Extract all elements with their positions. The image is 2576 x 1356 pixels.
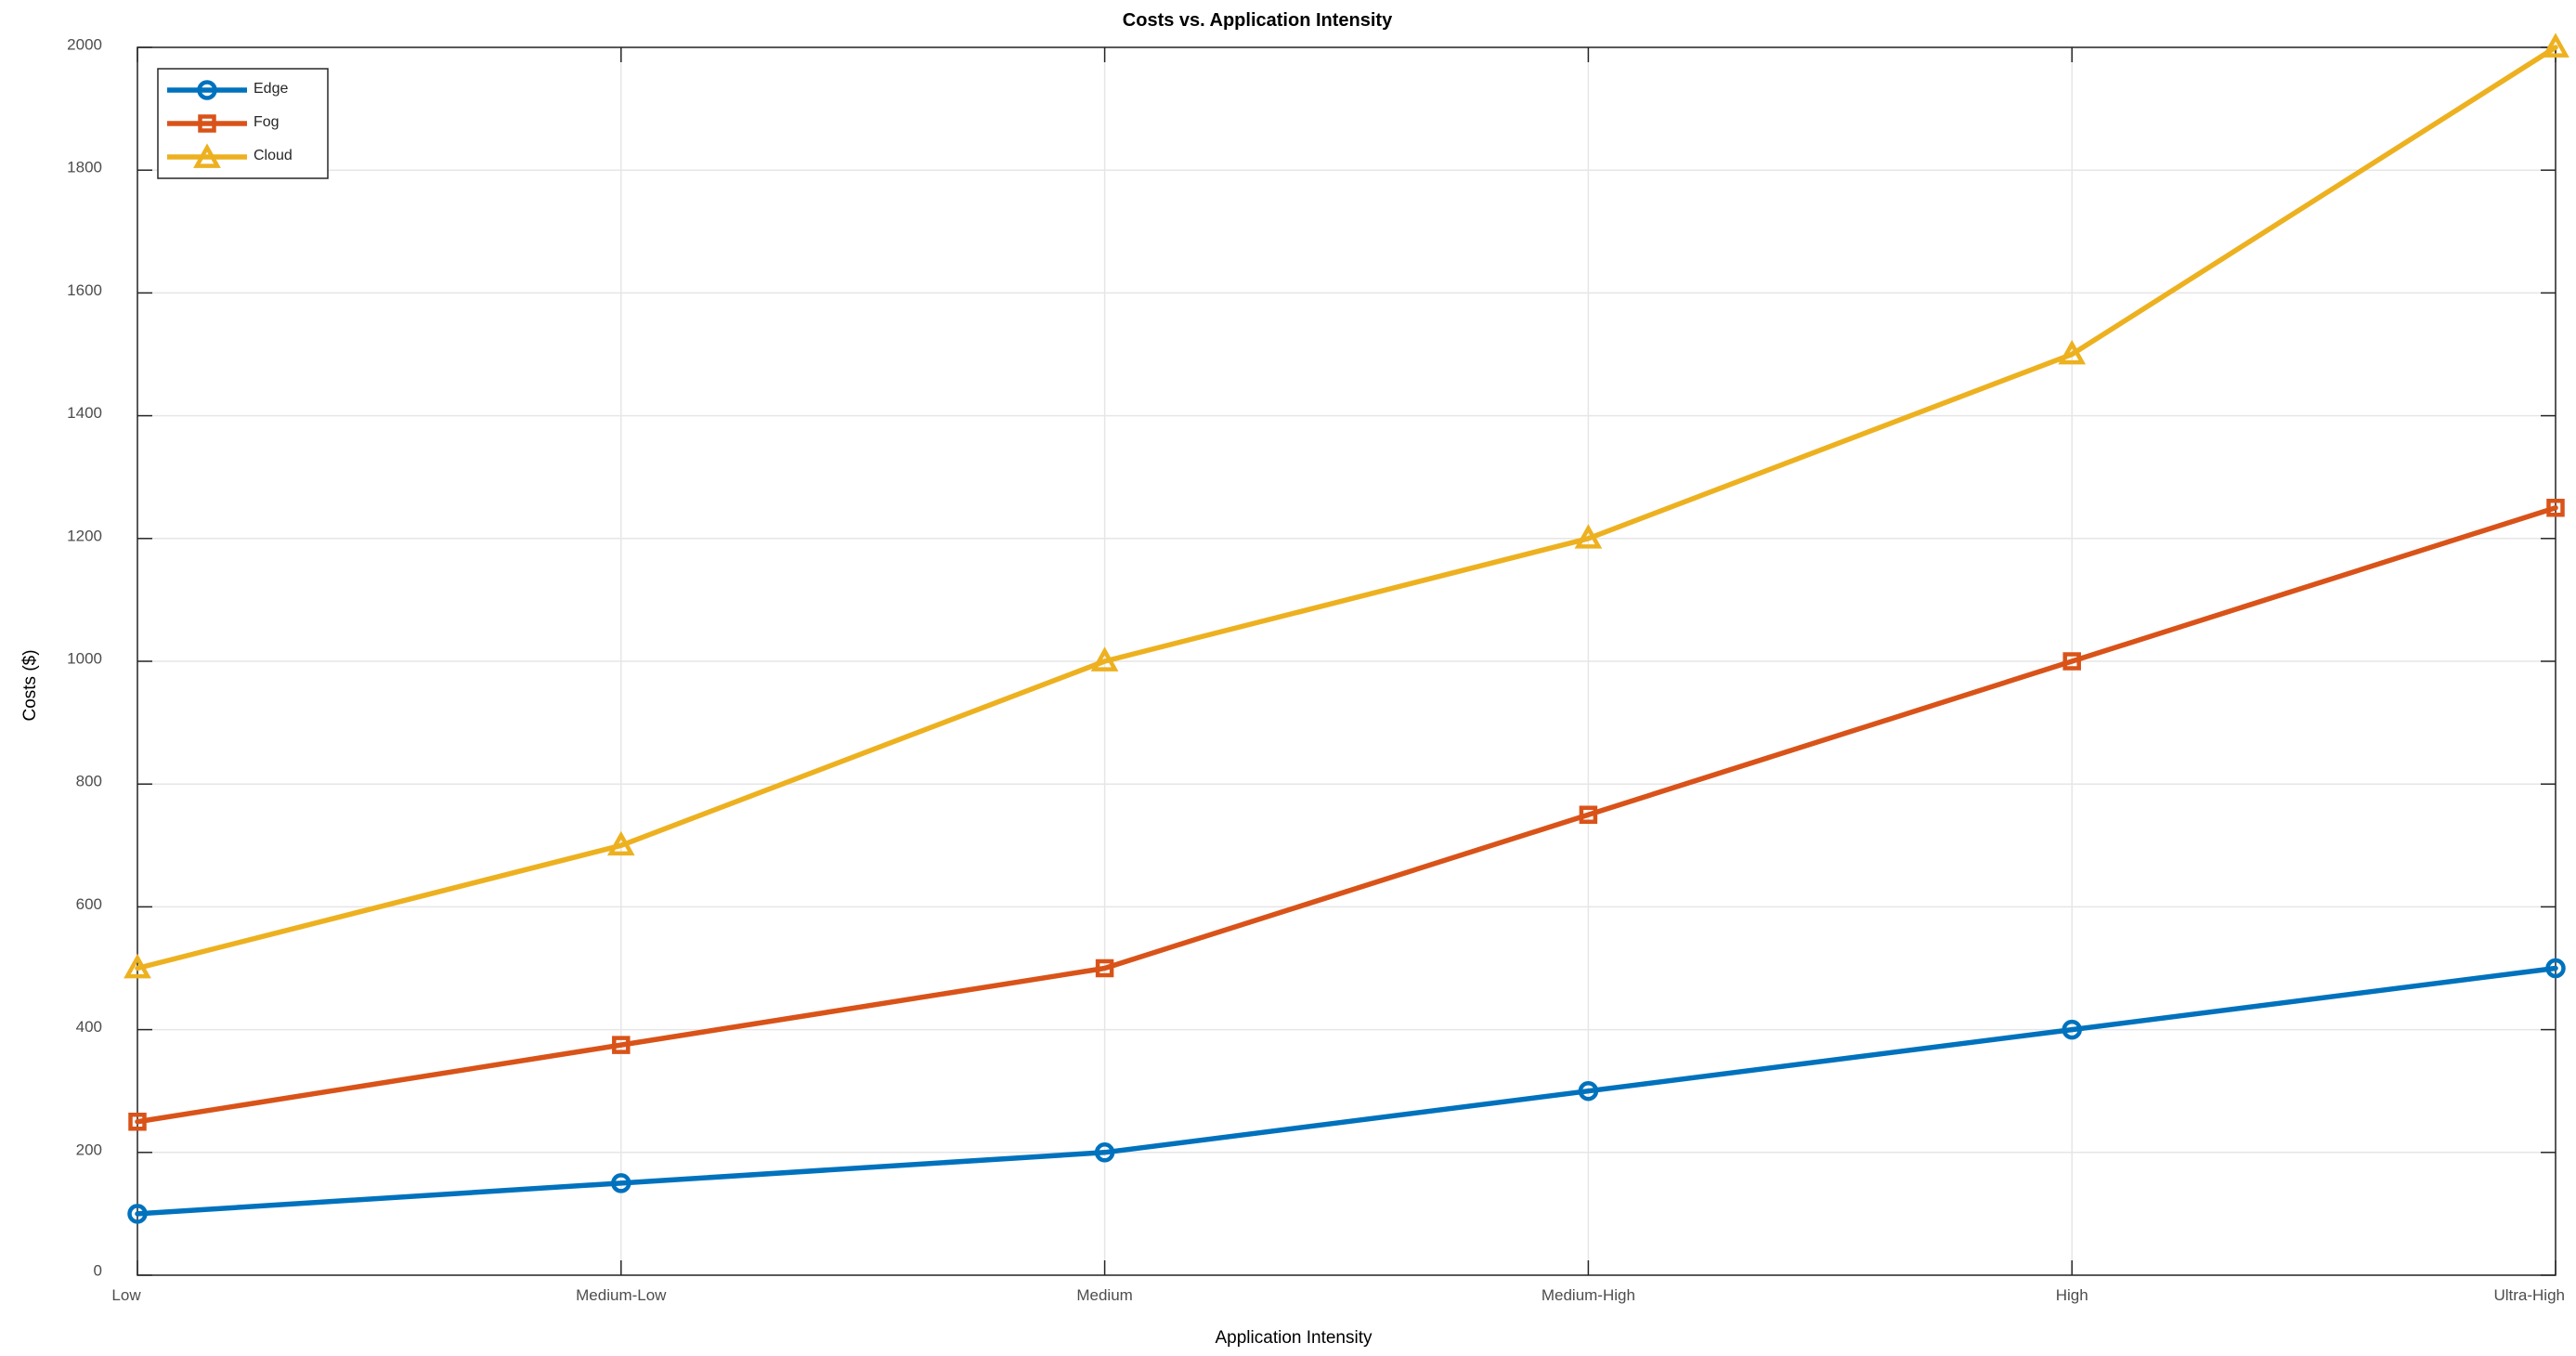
series-edge xyxy=(127,958,2566,1224)
data-point-cloud xyxy=(1090,646,1119,671)
x-axis-title: Application Intensity xyxy=(1216,1328,1373,1348)
legend-label-edge: Edge xyxy=(254,81,288,97)
data-point-cloud xyxy=(124,953,151,979)
data-point-cloud xyxy=(1574,524,1603,549)
legend-marker-edge xyxy=(197,80,217,100)
legend-label-fog: Fog xyxy=(254,114,280,130)
x-tick-label: Medium-Low xyxy=(576,1286,667,1304)
series-line-cloud xyxy=(135,45,2558,971)
axis-ticks: 0 200 400 600 800 1000 1200 1400 1600 1800 2000 Low… xyxy=(67,35,2565,1304)
data-point-fog xyxy=(128,1113,147,1131)
y-tick-label: 1800 xyxy=(67,159,102,176)
series-line-edge xyxy=(135,965,2558,1217)
series-fog xyxy=(128,499,2565,1131)
data-point-edge xyxy=(127,1204,148,1224)
x-tick-label: Medium xyxy=(1076,1286,1132,1304)
legend-marker-cloud xyxy=(193,143,221,168)
x-tick-label: High xyxy=(2056,1286,2088,1304)
y-tick-label: 0 xyxy=(94,1261,102,1279)
data-point-fog xyxy=(1095,958,1114,978)
data-point-cloud xyxy=(2542,33,2569,58)
data-point-fog xyxy=(2546,499,2565,517)
y-tick-label: 600 xyxy=(76,895,102,913)
data-point-fog xyxy=(612,1036,631,1054)
y-tick-label: 800 xyxy=(76,773,102,790)
legend-label-cloud: Cloud xyxy=(254,148,293,163)
series-line-fog xyxy=(135,505,2558,1125)
chart-title: Costs vs. Application Intensity xyxy=(1123,10,1393,31)
y-tick-label: 2000 xyxy=(67,35,102,53)
data-point-fog xyxy=(2062,652,2081,671)
y-tick-label: 200 xyxy=(76,1141,102,1158)
data-point-cloud xyxy=(606,830,635,856)
series-lines xyxy=(124,33,2569,1224)
y-axis-title: Costs ($) xyxy=(20,649,40,721)
data-point-edge xyxy=(1578,1080,1599,1102)
grid xyxy=(137,46,2556,1276)
y-tick-label: 1000 xyxy=(67,649,102,667)
data-point-edge xyxy=(611,1173,631,1193)
data-point-fog xyxy=(1579,805,1598,824)
data-point-edge xyxy=(2545,958,2566,979)
legend: Edge Fog Cloud xyxy=(157,68,329,179)
data-point-edge xyxy=(2062,1019,2082,1040)
x-tick-label: Ultra-High xyxy=(2493,1286,2565,1304)
legend-marker-fog xyxy=(198,114,216,133)
y-tick-label: 1600 xyxy=(67,281,102,299)
x-tick-label: Medium-High xyxy=(1542,1286,1635,1304)
y-tick-label: 1200 xyxy=(67,527,102,544)
data-point-edge xyxy=(1094,1142,1115,1163)
series-cloud xyxy=(124,33,2569,979)
y-tick-label: 1400 xyxy=(67,404,102,422)
y-tick-label: 400 xyxy=(76,1018,102,1036)
data-point-cloud xyxy=(2058,339,2087,365)
x-tick-label: Low xyxy=(111,1286,141,1304)
